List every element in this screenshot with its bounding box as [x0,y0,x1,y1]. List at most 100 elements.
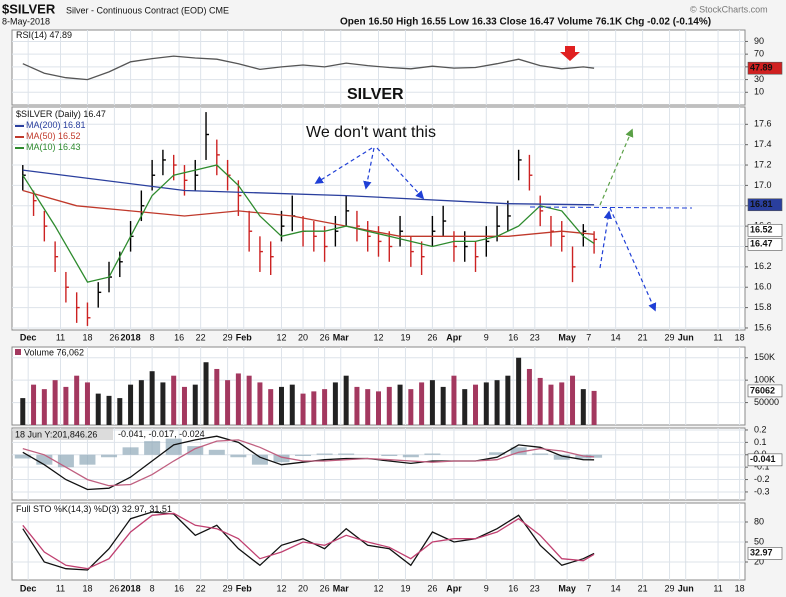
y-tick-label: 15.6 [754,322,772,332]
x-tick-label: 29 [665,332,675,342]
y-tick-label: -0.1 [754,462,770,472]
legend-text: 16.81 [63,120,86,130]
x-tick-label: 12 [373,332,383,342]
legend-entry: $SILVER (Daily) 16.47 [16,109,106,119]
volume-bar [128,384,134,425]
legend-text: 16.52 [58,131,81,141]
x-tick-label: 16 [508,583,518,593]
histogram-bar [165,438,182,455]
legend-text: -0.024 [179,429,205,439]
volume-bar [580,389,586,425]
x-tick-label: Jun [678,583,694,593]
x-tick-label: Mar [333,583,350,593]
x-tick-label: 11 [713,332,722,342]
x-tick-label: 14 [611,583,621,593]
legend-entry: Full STO %K(14,3) %D(3) 32.97, 31.51 [16,504,172,514]
value-box [747,198,783,212]
x-tick-label: 18 [735,583,745,593]
x-tick-label: 26 [320,332,330,342]
y-tick-label: 17.4 [754,139,772,149]
x-tick-label: 2018 [121,332,141,342]
watermark: © StockCharts.com [690,4,768,14]
x-tick-label: 18 [82,583,92,593]
histogram-bar [251,454,268,465]
histogram-bar [424,453,441,455]
volume-bar [397,384,403,425]
x-tick-label: 2018 [121,583,141,593]
value-box [747,384,783,398]
histogram-bar [57,454,74,468]
line [22,169,595,206]
volume-bar [494,380,500,425]
y-tick-label: 16.2 [754,261,772,271]
volume-bar [429,380,435,425]
volume-bar [537,377,543,425]
volume-bar [246,375,252,425]
volume-bar [52,380,58,425]
symbol: $SILVER [2,1,56,16]
x-tick-label: 9 [484,332,489,342]
volume-bar [138,380,144,425]
x-tick-label: 18 [82,332,92,342]
value-box [747,238,783,251]
legend-text: 32.97 [122,504,145,514]
y-tick-label: -0.3 [754,486,770,496]
x-tick-label: 22 [196,332,206,342]
x-tick-label: 19 [400,332,410,342]
volume-bar [95,393,101,425]
histogram-bar [510,447,527,455]
histogram-bar [273,454,290,463]
legend-text: MA(10) [26,142,56,152]
x-tick-label: 16 [174,583,184,593]
x-tick-label: 23 [530,583,540,593]
legend-entry: RSI(14) 47.89 [16,30,72,40]
value-label: 16.52 [750,225,773,235]
volume-bar [440,386,446,425]
legend-text: Full STO %K(14,3) %D(3) [16,504,119,514]
volume-bar [462,389,468,425]
volume-bar [160,382,166,425]
x-tick-label: 7 [586,583,591,593]
volume-bar [451,375,457,425]
legend-text: 16.47 [83,109,106,119]
histogram-bar [79,454,96,465]
volume-bar [311,391,317,425]
x-tick-label: 20 [298,332,308,342]
volume-bar [505,375,511,425]
x-tick-label: 7 [586,332,591,342]
volume-bar [63,386,69,425]
x-tick-label: 12 [276,332,286,342]
volume-bar [41,389,47,425]
value-label: 16.81 [750,199,773,209]
y-tick-label: 16.0 [754,282,772,292]
histogram-bar [338,453,355,455]
volume-bar [84,382,90,425]
y-tick-label: 15.8 [754,302,772,312]
x-tick-label: 11 [56,332,65,342]
x-tick-label: 21 [638,332,648,342]
volume-bar [171,375,177,425]
y-tick-label: 17.2 [754,159,772,169]
x-tick-label: 29 [223,332,233,342]
value-box [747,453,783,467]
y-tick-label: 90 [754,36,764,46]
volume-bar [192,384,198,425]
x-tick-label: 26 [427,332,437,342]
x-tick-label: 11 [713,583,722,593]
legend-swatch [15,349,21,355]
x-tick-label: 9 [484,583,489,593]
value-label: 32.97 [750,548,773,558]
x-tick-label: Feb [236,583,253,593]
date: 8-May-2018 [2,16,50,26]
legend-text: RSI(14) [16,30,47,40]
line [22,55,595,81]
volume-bar [365,389,371,425]
x-tick-label: 8 [150,332,155,342]
histogram-bar [489,452,506,455]
red-arrow [560,46,580,61]
legend-entry: MA(50) 16.52 [26,131,81,141]
volume-bar [354,386,360,425]
x-tick-label: 26 [320,583,330,593]
x-tick-label: 16 [174,332,184,342]
histogram-bar [208,449,225,455]
